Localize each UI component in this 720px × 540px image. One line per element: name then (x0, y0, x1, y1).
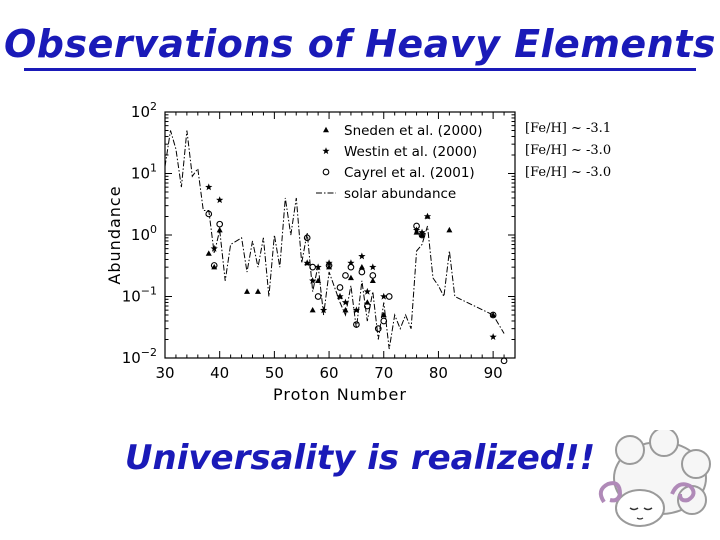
circle-point (309, 263, 317, 271)
metallicity-label: [Fe/H] ~ -3.0 (525, 165, 612, 180)
circle-point (374, 325, 382, 333)
star-point (336, 292, 344, 300)
circle-point (347, 263, 355, 271)
solar-abundance-line (164, 130, 505, 350)
triangle-point (413, 229, 420, 235)
y-tick-label: 102 (131, 100, 157, 121)
circle-point (413, 222, 420, 230)
star-point (205, 183, 213, 191)
x-tick-label: 40 (210, 364, 229, 382)
circle-point (336, 284, 344, 291)
triangle-point (205, 250, 212, 256)
star-point (369, 263, 377, 271)
circle-point (325, 262, 333, 269)
star-point (412, 226, 421, 234)
circle-point (489, 311, 497, 319)
circle-point (385, 293, 393, 300)
star-point (319, 306, 328, 314)
metallicity-label: [Fe/H] ~ -3.1 (525, 121, 612, 136)
star-point (314, 263, 322, 271)
star-point (358, 252, 366, 260)
conclusion-text: Universality is realized!! (124, 438, 596, 478)
triangle-point (254, 288, 261, 294)
circle-point (353, 321, 360, 328)
circle-point (205, 210, 213, 218)
star-point (210, 244, 218, 252)
triangle-point (380, 311, 387, 318)
legend-label: solar abundance (344, 186, 456, 202)
legend-label: Cayrel et al. (2001) (344, 165, 475, 181)
star-point (303, 259, 311, 267)
x-tick-label: 70 (374, 364, 393, 382)
star-point (423, 212, 432, 220)
triangle-point (244, 288, 251, 294)
star-point (352, 306, 361, 314)
star-point (489, 333, 497, 341)
circle-point (342, 272, 349, 279)
triangle-point (490, 311, 497, 318)
circle-point (500, 357, 508, 365)
circle-point (418, 231, 426, 239)
x-tick-label: 30 (155, 364, 174, 382)
x-tick-label: 50 (265, 364, 284, 382)
circle-point (210, 262, 218, 269)
triangle-point (358, 263, 365, 270)
triangle-point (315, 277, 322, 284)
circle-point (380, 317, 388, 325)
metallicity-label: [Fe/H] ~ -3.0 (525, 143, 612, 158)
star-point (341, 298, 350, 306)
x-tick-label: 80 (429, 364, 448, 382)
sheep-icon (598, 430, 711, 527)
x-axis-label: Proton Number (273, 385, 407, 404)
title-underline (24, 68, 696, 71)
star-point (216, 196, 224, 204)
triangle-point (347, 274, 354, 281)
abundance-chart: 30 40 50 60 70 80 90 10−2 10−1 100 101 102 Proton Nu… (105, 100, 516, 404)
star-point (309, 277, 317, 284)
y-tick-label: 101 (131, 162, 157, 183)
legend-label: Westin et al. (2000) (344, 144, 477, 160)
star-point (363, 287, 371, 295)
triangle-point (216, 226, 223, 233)
triangle-point (342, 306, 349, 313)
legend-circle-swatch (322, 168, 330, 176)
circle-point (314, 293, 322, 300)
triangle-point (309, 306, 316, 313)
y-tick-label: 10−2 (122, 346, 157, 367)
circle-point (363, 302, 371, 310)
y-tick-label: 100 (131, 223, 157, 244)
y-tick-label: 10−1 (122, 285, 157, 306)
legend-star-swatch (322, 147, 330, 155)
metallicity-labels: [Fe/H] ~ -3.1 [Fe/H] ~ -3.0 [Fe/H] ~ -3.… (525, 118, 611, 184)
circle-point (358, 268, 366, 276)
star-point (347, 259, 355, 267)
legend-label: Sneden et al. (2000) (344, 123, 483, 139)
triangle-point (446, 226, 453, 233)
y-axis-label: Abundance (105, 185, 124, 284)
x-tick-label: 60 (320, 364, 339, 382)
x-tick-label: 90 (484, 364, 503, 382)
star-point (380, 292, 388, 300)
legend-triangle-swatch (323, 126, 329, 133)
circle-point (369, 272, 377, 279)
triangle-point (369, 277, 376, 284)
slide-title: Observations of Heavy Elements (3, 22, 717, 66)
triangle-point (419, 231, 426, 238)
circle-point (216, 220, 224, 228)
circle-point (303, 234, 311, 242)
